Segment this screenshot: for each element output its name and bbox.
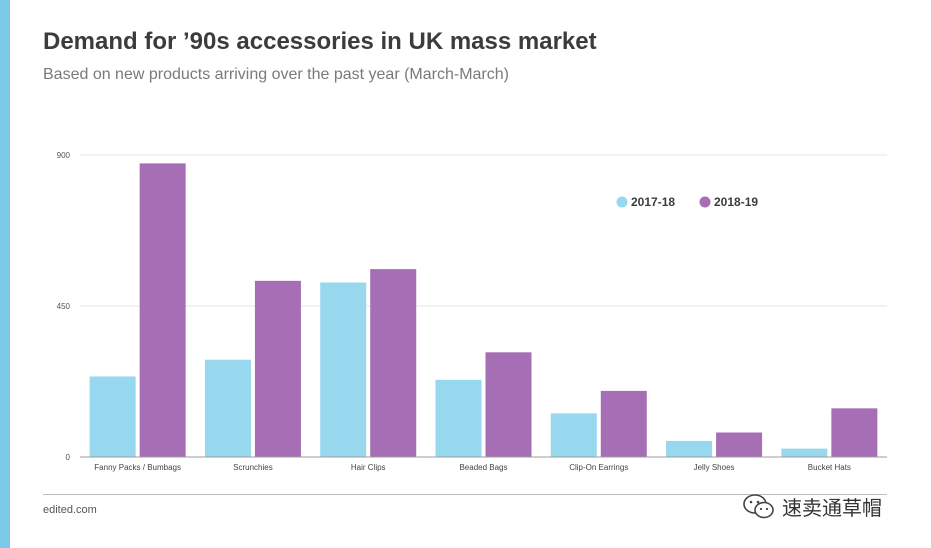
bar-2017-18-hair-clips (320, 282, 367, 457)
bar-2018-19-scrunchies (254, 280, 301, 457)
legend-label: 2018-19 (714, 195, 758, 209)
x-tick-label: Jelly Shoes (694, 463, 735, 472)
y-tick-label: 0 (66, 453, 71, 462)
accent-stripe (0, 0, 10, 548)
y-tick-label: 900 (57, 151, 71, 160)
x-tick-label: Fanny Packs / Bumbags (94, 463, 181, 472)
y-tick-label: 450 (57, 302, 71, 311)
x-tick-label: Hair Clips (351, 463, 386, 472)
bar-2017-18-fanny-packs-bumbags (89, 376, 136, 457)
bar-2018-19-clip-on-earrings (600, 390, 647, 457)
x-tick-label: Clip-On Earrings (569, 463, 628, 472)
bar-2018-19-beaded-bags (485, 352, 532, 457)
legend-label: 2017-18 (631, 195, 675, 209)
legend-swatch-2018-19 (699, 196, 711, 208)
source-credit: edited.com (43, 504, 97, 516)
bar-2018-19-fanny-packs-bumbags (139, 163, 186, 457)
bar-2017-18-scrunchies (204, 359, 251, 457)
legend-swatch-2017-18 (616, 196, 628, 208)
bar-2018-19-jelly-shoes (716, 432, 763, 457)
bar-2017-18-clip-on-earrings (550, 413, 597, 457)
footer-divider (43, 494, 887, 495)
bar-2018-19-hair-clips (370, 269, 417, 457)
x-tick-label: Scrunchies (233, 463, 273, 472)
x-tick-label: Bucket Hats (808, 463, 851, 472)
chart-title: Demand for ’90s accessories in UK mass m… (43, 28, 597, 55)
watermark-text: 速卖通草帽 (782, 498, 882, 520)
bar-2018-19-bucket-hats (831, 408, 878, 457)
wechat-icon (743, 493, 774, 518)
bar-2017-18-bucket-hats (781, 448, 828, 457)
watermark: 速卖通草帽 (742, 492, 882, 521)
chart-subtitle: Based on new products arriving over the … (43, 66, 509, 83)
bar-2017-18-beaded-bags (435, 379, 482, 457)
x-tick-label: Beaded Bags (459, 463, 507, 472)
bar-2017-18-jelly-shoes (666, 440, 713, 457)
